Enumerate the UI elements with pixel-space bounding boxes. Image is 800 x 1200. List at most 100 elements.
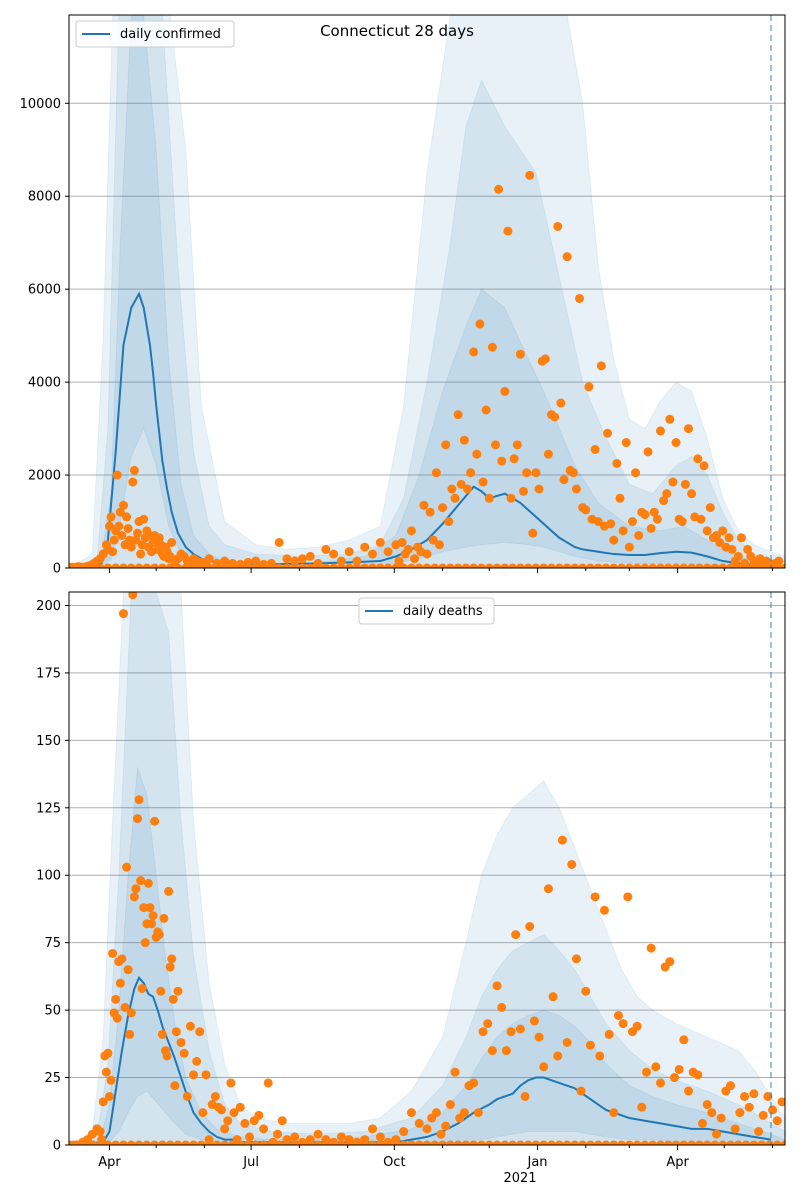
deaths-point [123, 965, 133, 975]
confirmed-baseline-point [663, 563, 673, 568]
confirmed-point [715, 537, 725, 547]
deaths-point [170, 1081, 180, 1091]
confirmed-point [344, 547, 354, 557]
deaths-point [543, 884, 553, 894]
deaths-point [143, 878, 153, 888]
confirmed-point [305, 551, 315, 561]
deaths-point [198, 1108, 208, 1118]
deaths-baseline-point [368, 1140, 378, 1145]
deaths-baseline-point [72, 1140, 82, 1145]
deaths-point [182, 1091, 192, 1101]
confirmed-point [668, 477, 678, 487]
deaths-point [707, 1108, 717, 1118]
confirmed-point [515, 349, 525, 359]
confirmed-point [497, 456, 507, 466]
deaths-baseline-point [391, 1140, 401, 1145]
deaths-point [534, 1032, 544, 1042]
confirmed-point [428, 535, 438, 545]
confirmed-point [696, 514, 706, 524]
confirmed-point [718, 526, 728, 536]
deaths-baseline-point [103, 1140, 113, 1145]
confirmed-point [631, 468, 641, 478]
confirmed-baseline-point [406, 563, 416, 568]
confirmed-baseline-point [578, 563, 588, 568]
confirmed-point [274, 537, 284, 547]
deaths-point [108, 948, 118, 958]
confirmed-ytick-label: 10000 [20, 97, 61, 112]
deaths-legend-box [358, 597, 495, 625]
confirmed-point [383, 547, 393, 557]
confirmed-point [114, 521, 124, 531]
confirmed-baseline-point [360, 563, 370, 568]
confirmed-point [487, 342, 497, 352]
deaths-point [497, 1002, 507, 1012]
confirmed-baseline-point [282, 563, 292, 568]
deaths-baseline-point [718, 1140, 728, 1145]
confirmed-baseline-point [453, 563, 463, 568]
confirmed-baseline-point [87, 563, 97, 568]
confirmed-baseline-point [461, 563, 471, 568]
deaths-point [156, 986, 166, 996]
confirmed-baseline-point [336, 563, 346, 568]
confirmed-point [106, 512, 116, 522]
deaths-baseline-point [702, 1140, 712, 1145]
confirmed-point [712, 530, 722, 540]
confirmed-point [136, 549, 146, 559]
confirmed-point [167, 537, 177, 547]
confirmed-point [581, 505, 591, 515]
confirmed-baseline-point [204, 563, 214, 568]
confirmed-point [375, 537, 385, 547]
deaths-point [632, 1021, 642, 1031]
deaths-point [132, 814, 142, 824]
confirmed-point [624, 542, 634, 552]
confirmed-point [431, 468, 441, 478]
deaths-baseline-point [726, 1140, 736, 1145]
confirmed-point [475, 319, 485, 329]
confirmed-point [699, 461, 709, 471]
deaths-point [128, 592, 138, 600]
deaths-point [511, 930, 521, 940]
confirmed-legend-label: daily confirmed [120, 27, 221, 42]
confirmed-point [122, 512, 132, 522]
deaths-xticks: Apr Jul Oct Jan Apr [98, 1145, 774, 1170]
confirmed-baseline-point [274, 563, 284, 568]
deaths-point [112, 1013, 122, 1023]
confirmed-baseline-point [694, 563, 704, 568]
deaths-point [145, 903, 155, 913]
deaths-point [176, 1037, 186, 1047]
deaths-baseline-point [150, 1140, 160, 1145]
confirmed-baseline-point [632, 563, 642, 568]
confirmed-point [603, 428, 613, 438]
deaths-point [168, 994, 178, 1004]
deaths-point [101, 1067, 111, 1077]
confirmed-baseline-point [640, 563, 650, 568]
confirmed-point [627, 517, 637, 527]
confirmed-baseline-point [157, 563, 167, 568]
deaths-point [131, 884, 141, 894]
confirmed-point [500, 386, 510, 396]
deaths-baseline-point [305, 1140, 315, 1145]
confirmed-point [484, 493, 494, 503]
confirmed-point [462, 484, 472, 494]
confirmed-baseline-point [266, 563, 276, 568]
deaths-point [492, 981, 502, 991]
confirmed-baseline-point [749, 563, 759, 568]
confirmed-baseline-point [710, 563, 720, 568]
deaths-point [220, 1124, 230, 1134]
deaths-point [277, 1116, 287, 1126]
confirmed-baseline-point [134, 563, 144, 568]
deaths-point [254, 1110, 264, 1120]
deaths-baseline-point [515, 1140, 525, 1145]
confirmed-point [550, 412, 560, 422]
confirmed-point [606, 519, 616, 529]
deaths-point [223, 1116, 233, 1126]
deaths-point [146, 919, 156, 929]
deaths-point [192, 1056, 202, 1066]
confirmed-point [584, 382, 594, 392]
confirmed-point [251, 556, 261, 566]
confirmed-point [336, 556, 346, 566]
confirmed-baseline-point [741, 563, 751, 568]
deaths-baseline-point [624, 1140, 634, 1145]
deaths-point [576, 1086, 586, 1096]
confirmed-baseline-point [344, 563, 354, 568]
